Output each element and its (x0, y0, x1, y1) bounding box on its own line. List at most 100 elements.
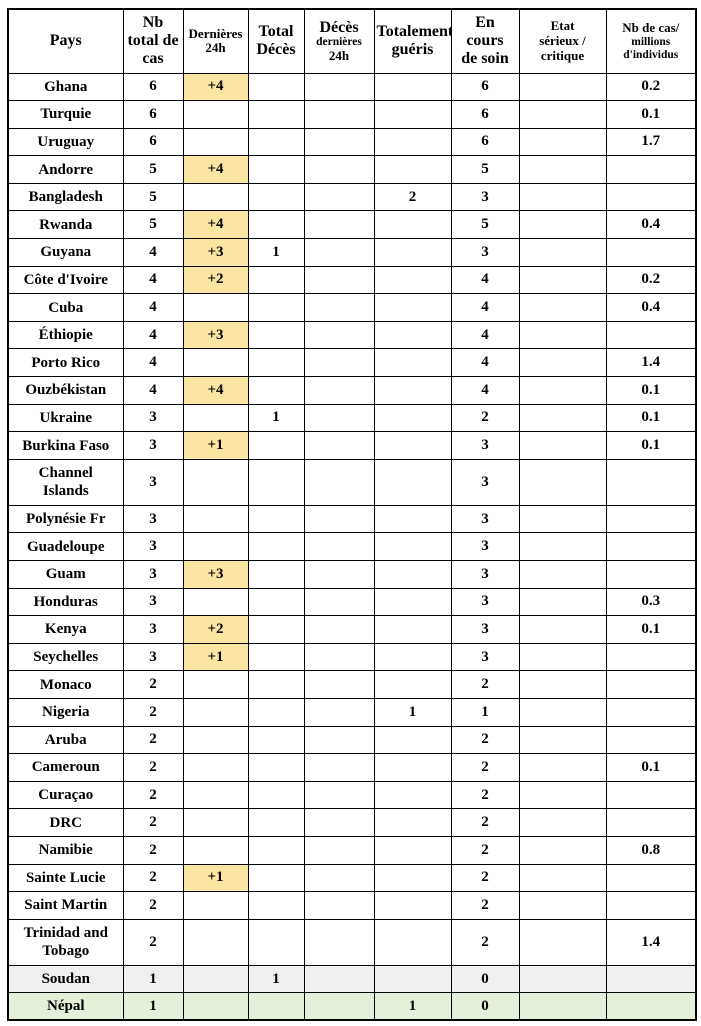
cell-deces-dernieres-24h (303, 155, 375, 184)
cell-cas-par-million (605, 725, 697, 755)
cell-deces-dernieres-24h (303, 320, 375, 350)
cell-en-cours-soin: 4 (450, 320, 520, 350)
col-header-line: 24h (205, 40, 226, 56)
cell-nb-total-cas: 4 (122, 348, 184, 378)
cell-totalement-gueris (373, 964, 452, 994)
cell-total-deces (247, 835, 305, 865)
table-row: Uruguay 6 6 1.7 (7, 127, 697, 157)
cell-deces-dernieres-24h (303, 127, 375, 157)
cell-en-cours-soin: 4 (450, 376, 520, 405)
cell-pays: Aruba (7, 725, 124, 755)
cell-etat-serieux (518, 532, 607, 561)
cell-cas-par-million: 0.1 (605, 376, 697, 405)
cell-dernieres-24h: +4 (182, 72, 249, 102)
cell-pays: Rwanda (7, 210, 124, 240)
cell-dernieres-24h: +4 (182, 210, 249, 240)
cell-nb-total-cas: 2 (122, 891, 184, 920)
cell-en-cours-soin: 6 (450, 127, 520, 157)
cell-total-deces (247, 725, 305, 755)
cell-deces-dernieres-24h (303, 835, 375, 865)
cell-etat-serieux (518, 348, 607, 378)
cell-etat-serieux (518, 587, 607, 617)
col-header-line: cours (466, 32, 504, 50)
cell-pays: Honduras (7, 587, 124, 617)
cell-deces-dernieres-24h (303, 587, 375, 617)
cell-pays: Sainte Lucie (7, 863, 124, 893)
cell-dernieres-24h (182, 182, 249, 212)
cell-cas-par-million: 0.1 (605, 431, 697, 460)
col-header-totalement-gueris: Totalement guéris (373, 8, 452, 74)
cell-etat-serieux (518, 642, 607, 672)
cell-dernieres-24h (182, 918, 249, 966)
cell-dernieres-24h (182, 293, 249, 322)
cell-totalement-gueris (373, 863, 452, 893)
table-row: Burkina Faso 3 +1 3 0.1 (7, 431, 697, 460)
cell-total-deces (247, 808, 305, 837)
cell-en-cours-soin: 4 (450, 348, 520, 378)
table-header: Pays Nb total de cas Dernières 24h Total Décès D… (7, 8, 697, 74)
cell-totalement-gueris: 1 (373, 992, 452, 1021)
cell-totalement-gueris: 2 (373, 182, 452, 212)
cell-etat-serieux (518, 72, 607, 102)
cell-deces-dernieres-24h (303, 964, 375, 994)
cell-deces-dernieres-24h (303, 560, 375, 589)
cell-dernieres-24h: +1 (182, 431, 249, 460)
cell-en-cours-soin: 0 (450, 992, 520, 1021)
cell-deces-dernieres-24h (303, 532, 375, 561)
cell-deces-dernieres-24h (303, 265, 375, 295)
cell-etat-serieux (518, 964, 607, 994)
cell-nb-total-cas: 3 (122, 642, 184, 672)
cell-cas-par-million: 0.1 (605, 753, 697, 782)
table-row: Côte d'Ivoire 4 +2 4 0.2 (7, 265, 697, 295)
cell-totalement-gueris (373, 320, 452, 350)
cell-pays: Saint Martin (7, 891, 124, 920)
table-row: Sainte Lucie 2 +1 2 (7, 863, 697, 893)
cell-etat-serieux (518, 238, 607, 267)
cell-totalement-gueris (373, 615, 452, 644)
cell-cas-par-million (605, 642, 697, 672)
cell-cas-par-million: 0.2 (605, 265, 697, 295)
cell-totalement-gueris (373, 560, 452, 589)
cell-cas-par-million: 0.1 (605, 403, 697, 433)
cell-en-cours-soin: 3 (450, 182, 520, 212)
table-row: Porto Rico 4 4 1.4 (7, 348, 697, 378)
cell-en-cours-soin: 2 (450, 753, 520, 782)
cell-en-cours-soin: 3 (450, 458, 520, 506)
cell-deces-dernieres-24h (303, 504, 375, 534)
col-header-line: d'individus (623, 48, 679, 61)
cell-pays: Cameroun (7, 753, 124, 782)
cell-nb-total-cas: 6 (122, 127, 184, 157)
table-row: Cameroun 2 2 0.1 (7, 753, 697, 782)
table-row: Cuba 4 4 0.4 (7, 293, 697, 322)
cell-pays: Cuba (7, 293, 124, 322)
col-header-line: critique (540, 47, 585, 63)
cell-totalement-gueris (373, 376, 452, 405)
col-header-etat-serieux: Etat sérieux / critique (518, 8, 607, 74)
cell-totalement-gueris (373, 210, 452, 240)
cell-dernieres-24h (182, 891, 249, 920)
cell-total-deces (247, 587, 305, 617)
cell-etat-serieux (518, 458, 607, 506)
cell-total-deces: 1 (247, 964, 305, 994)
table-row: Andorre 5 +4 5 (7, 155, 697, 184)
cell-en-cours-soin: 2 (450, 725, 520, 755)
col-header-line: 24h (328, 48, 350, 64)
cell-dernieres-24h: +4 (182, 155, 249, 184)
cell-etat-serieux (518, 780, 607, 810)
cell-en-cours-soin: 2 (450, 403, 520, 433)
cell-totalement-gueris (373, 532, 452, 561)
cell-nb-total-cas: 4 (122, 293, 184, 322)
cell-en-cours-soin: 2 (450, 918, 520, 966)
cell-dernieres-24h: +1 (182, 863, 249, 893)
col-header-en-cours-soin: En cours de soin (450, 8, 520, 74)
cell-en-cours-soin: 2 (450, 863, 520, 893)
cell-total-deces: 1 (247, 403, 305, 433)
cell-cas-par-million (605, 155, 697, 184)
cell-cas-par-million (605, 670, 697, 699)
col-header-line: Total (258, 23, 294, 41)
cell-nb-total-cas: 5 (122, 155, 184, 184)
cell-totalement-gueris (373, 587, 452, 617)
cell-cas-par-million (605, 182, 697, 212)
cell-totalement-gueris (373, 431, 452, 460)
table-row: Guam 3 +3 3 (7, 560, 697, 589)
